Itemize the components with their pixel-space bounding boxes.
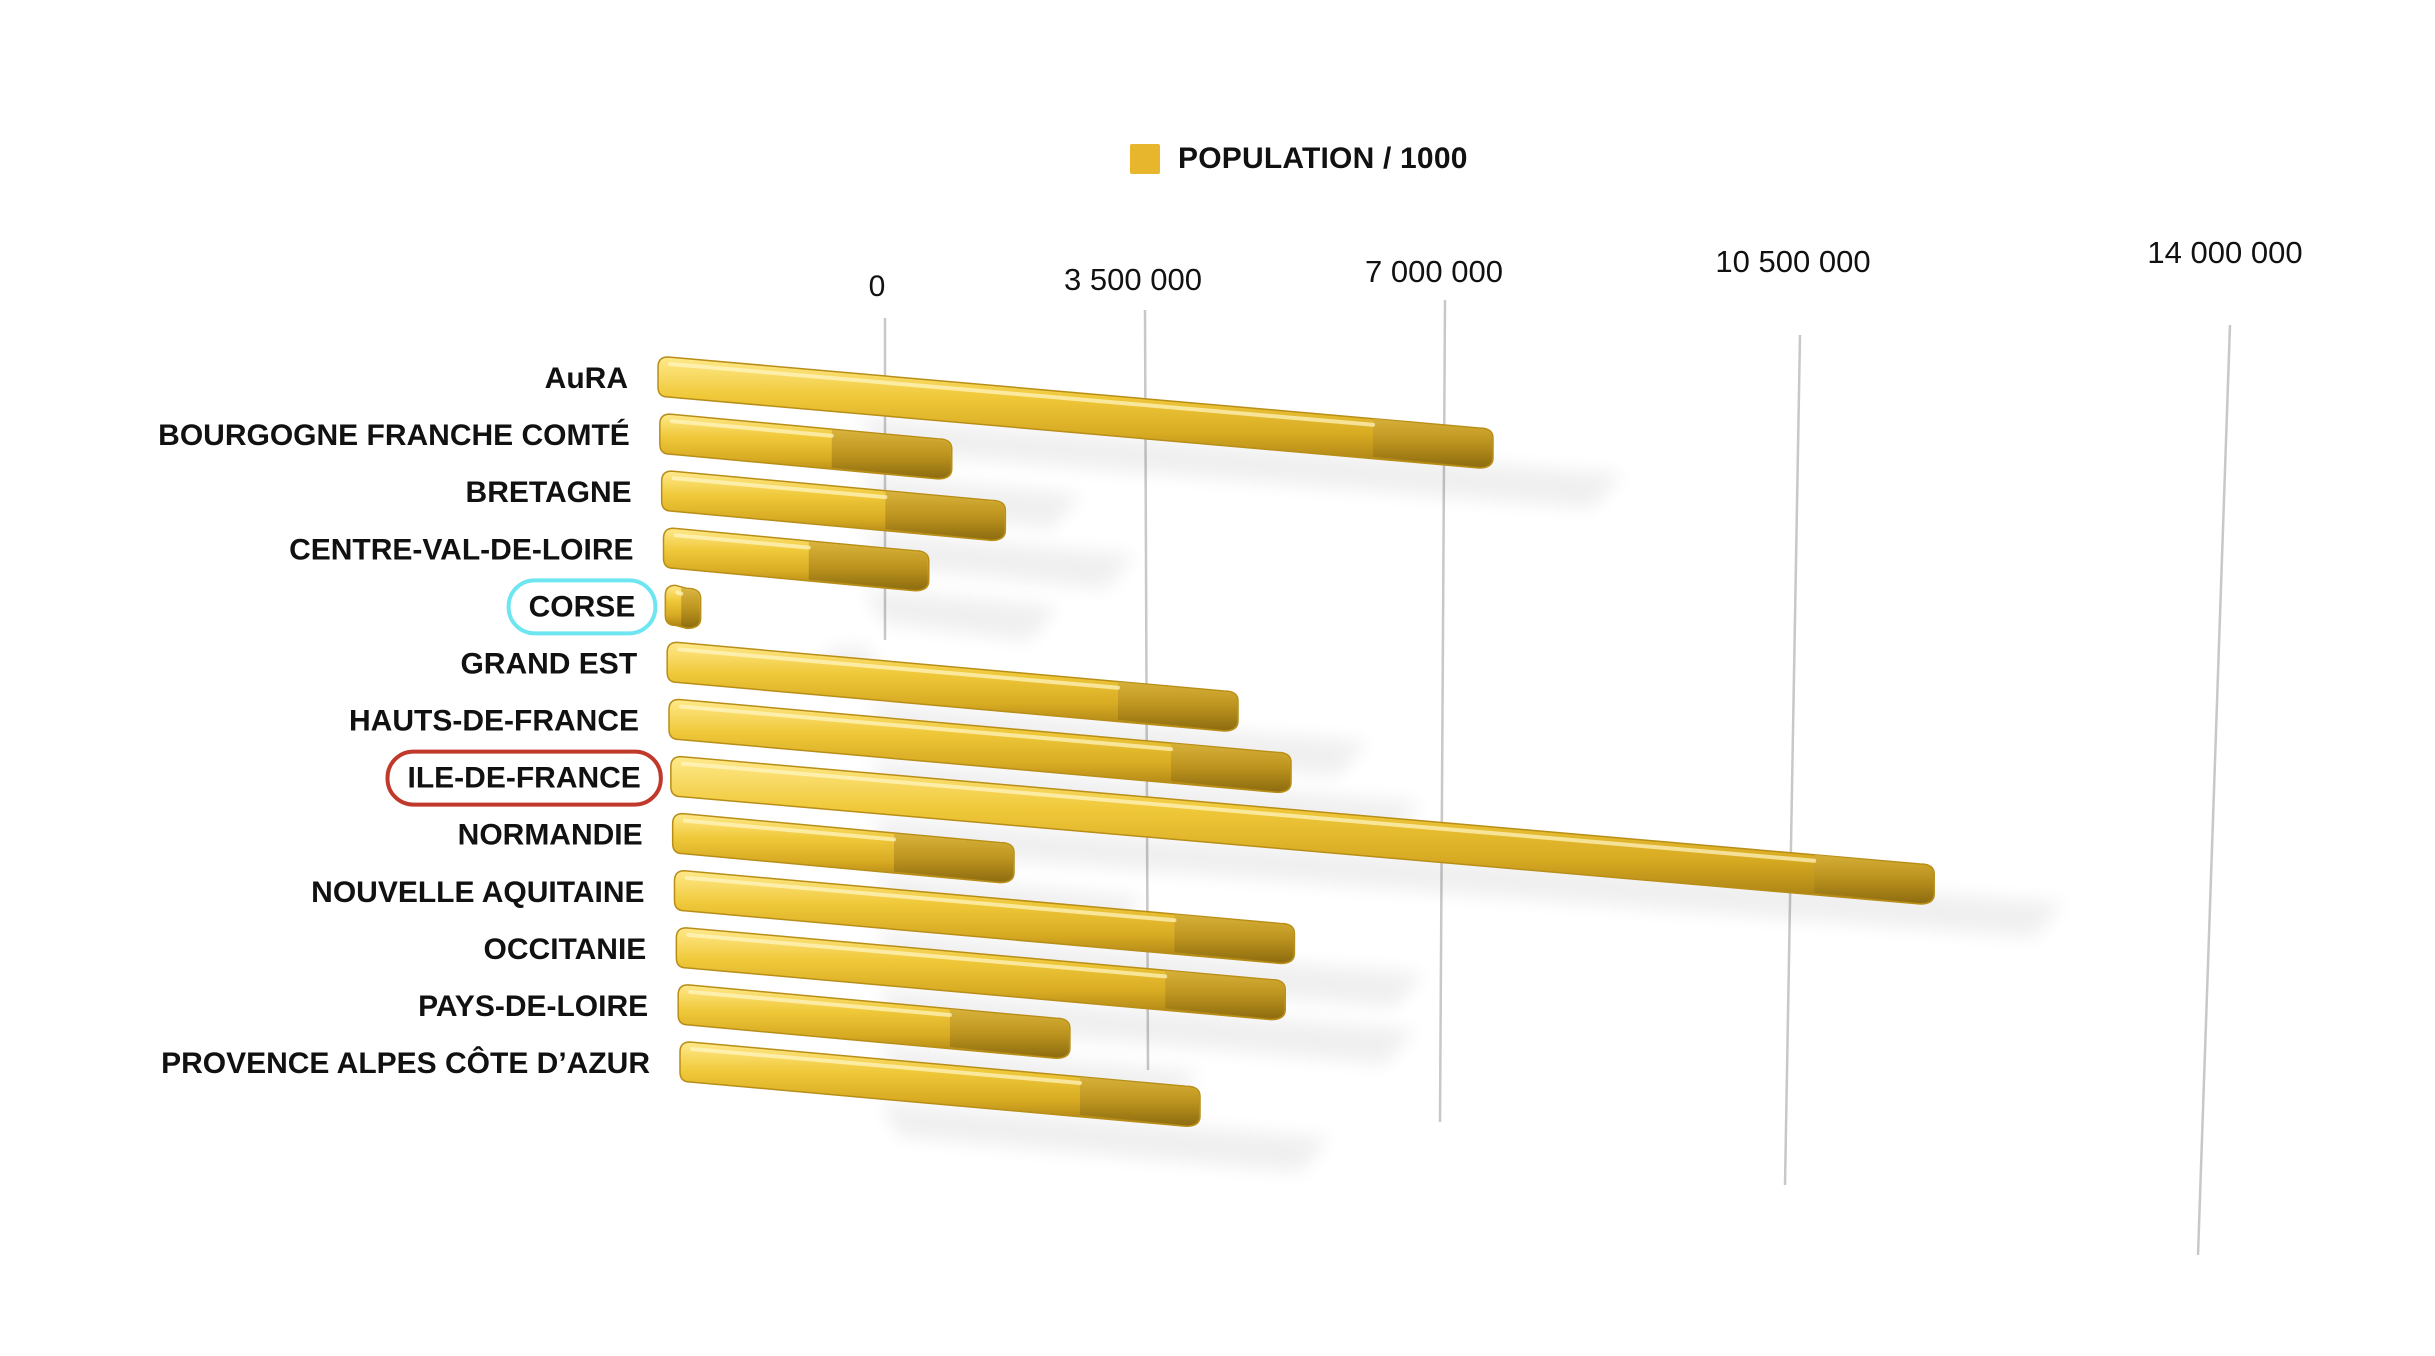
category-label: PAYS-DE-LOIRE [418,990,648,1023]
bar-shadow [880,1102,1330,1173]
legend: POPULATION / 1000 [1130,142,1468,176]
gridline [1783,334,1802,1186]
category-label: NORMANDIE [458,819,643,852]
category-label: CORSE [529,590,636,623]
legend-swatch [1130,144,1160,174]
category-label: NOUVELLE AQUITAINE [311,876,644,909]
highlight-outline [385,749,663,807]
bar-shadow [876,987,1416,1065]
bar [671,812,1015,884]
legend-label: POPULATION / 1000 [1178,142,1468,175]
bar-shadow [858,417,1623,509]
x-tick-label: 7 000 000 [1365,254,1503,289]
category-label: CENTRE-VAL-DE-LOIRE [289,533,633,566]
category-label: BOURGOGNE FRANCHE COMTÉ [158,418,630,452]
category-label: AuRA [545,362,628,395]
bar [660,470,1007,542]
category-label: GRAND EST [460,647,637,680]
gridline [1438,299,1447,1123]
gridline [2196,324,2232,1256]
x-tick-label: 10 500 000 [1715,244,1870,279]
bar [679,1041,1201,1127]
bar [659,413,953,480]
highlight-outline [506,578,658,636]
bar [673,869,1296,965]
category-label: BRETAGNE [466,476,632,509]
x-tick-label: 0 [869,270,886,303]
bar [677,984,1071,1059]
category-label: OCCITANIE [484,933,647,966]
bar [666,641,1239,732]
bar [675,927,1286,1021]
bar [662,527,930,592]
category-label: ILE-DE-FRANCE [408,762,641,795]
bar [657,356,1494,469]
bar-shadow [861,531,1136,590]
bar-shadow [863,588,1059,642]
category-label: HAUTS-DE-FRANCE [349,705,639,738]
x-tick-label: 3 500 000 [1064,262,1202,297]
bar [670,755,1935,905]
category-label: PROVENCE ALPES CÔTE D’AZUR [161,1046,650,1080]
bar-shadow [870,816,2065,938]
bar [664,584,702,630]
bar [668,698,1292,794]
x-tick-label: 14 000 000 [2147,235,2302,270]
